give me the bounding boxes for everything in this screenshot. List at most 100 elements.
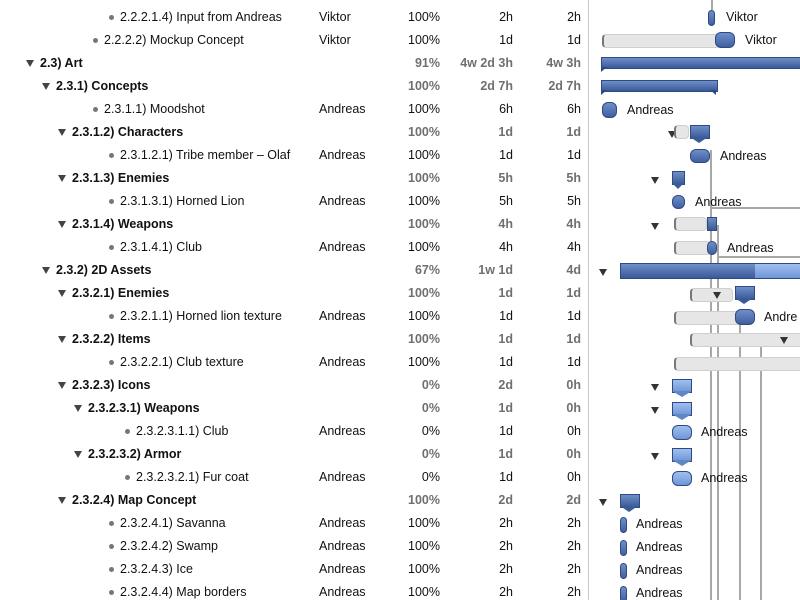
task-duration[interactable]: 1d (566, 125, 581, 139)
task-title[interactable]: 2.3.2.2.1) Club texture (120, 355, 244, 369)
task-completion[interactable]: 100% (408, 79, 440, 93)
task-duration[interactable]: 0h (567, 424, 581, 438)
task-completion[interactable]: 0% (421, 470, 440, 484)
task-completion[interactable]: 100% (408, 355, 440, 369)
task-completion[interactable]: 100% (408, 516, 440, 530)
task-completion[interactable]: 100% (408, 585, 440, 599)
task-work[interactable]: 2h (499, 516, 513, 530)
task-group-row[interactable]: 2.3) Art 91% 4w 2d 3h 4w 3h (0, 52, 588, 75)
task-work[interactable]: 5h (498, 171, 513, 185)
task-duration[interactable]: 0h (566, 378, 581, 392)
task-bar[interactable] (672, 471, 692, 486)
task-duration[interactable]: 4w 3h (546, 56, 581, 70)
task-group-row[interactable]: 2.3.1) Concepts 100% 2d 7h 2d 7h (0, 75, 588, 98)
task-assignee[interactable]: Andreas (319, 539, 366, 553)
task-title[interactable]: 2.3.2.2) Items (72, 332, 151, 346)
disclosure-triangle-icon[interactable] (42, 83, 50, 90)
task-completion[interactable]: 100% (408, 148, 440, 162)
task-duration[interactable]: 0h (566, 447, 581, 461)
task-work[interactable]: 1d (498, 125, 513, 139)
disclosure-triangle-icon[interactable] (74, 405, 82, 412)
task-group-row[interactable]: 2.3.2.3) Icons 0% 2d 0h (0, 374, 588, 397)
task-row[interactable]: 2.3.1.3.1) Horned Lion Andreas 100% 5h 5h (0, 190, 588, 213)
task-completion[interactable]: 0% (421, 424, 440, 438)
task-duration[interactable]: 2d 7h (548, 79, 581, 93)
task-title[interactable]: 2.3.2.1.1) Horned lion texture (120, 309, 282, 323)
pane-divider[interactable] (588, 0, 589, 600)
task-bar[interactable] (672, 195, 685, 209)
task-work[interactable]: 4h (499, 240, 513, 254)
task-duration[interactable]: 2d (566, 493, 581, 507)
task-title[interactable]: 2.3.2.4.2) Swamp (120, 539, 218, 553)
task-row[interactable]: 2.3.1.2.1) Tribe member – Olaf Andreas 100… (0, 144, 588, 167)
task-work[interactable]: 2h (499, 562, 513, 576)
collapse-arrow-icon[interactable] (668, 131, 676, 138)
task-completion[interactable]: 100% (408, 217, 440, 231)
task-title[interactable]: 2.3.1.3.1) Horned Lion (120, 194, 245, 208)
task-assignee[interactable]: Andreas (319, 516, 366, 530)
task-row[interactable]: 2.3.2.3.1.1) Club Andreas 0% 1d 0h (0, 420, 588, 443)
task-group-row[interactable]: 2.3.1.3) Enemies 100% 5h 5h (0, 167, 588, 190)
disclosure-triangle-icon[interactable] (58, 221, 66, 228)
collapse-arrow-icon[interactable] (651, 407, 659, 414)
task-completion[interactable]: 91% (414, 56, 440, 70)
task-group-row[interactable]: 2.3.2.3.1) Weapons 0% 1d 0h (0, 397, 588, 420)
task-work[interactable]: 2d (498, 378, 513, 392)
task-duration[interactable]: 1d (567, 33, 581, 47)
summary-bar[interactable] (707, 217, 717, 231)
task-duration[interactable]: 1d (566, 286, 581, 300)
task-group-row[interactable]: 2.3.2.3.2) Armor 0% 1d 0h (0, 443, 588, 466)
collapse-arrow-icon[interactable] (651, 223, 659, 230)
disclosure-triangle-icon[interactable] (58, 129, 66, 136)
task-assignee[interactable]: Andreas (319, 240, 366, 254)
disclosure-triangle-icon[interactable] (58, 497, 66, 504)
task-completion[interactable]: 100% (408, 33, 440, 47)
task-completion[interactable]: 100% (408, 125, 440, 139)
task-work[interactable]: 4w 2d 3h (460, 56, 513, 70)
task-row[interactable]: 2.3.1.4.1) Club Andreas 100% 4h 4h (0, 236, 588, 259)
task-completion[interactable]: 100% (408, 332, 440, 346)
task-work[interactable]: 1d (499, 309, 513, 323)
collapse-arrow-icon[interactable] (651, 177, 659, 184)
task-title[interactable]: 2.3.2.3.2.1) Fur coat (136, 470, 249, 484)
task-title[interactable]: 2.3.1.3) Enemies (72, 171, 170, 185)
task-title[interactable]: 2.3.2.1) Enemies (72, 286, 170, 300)
task-bar[interactable] (602, 102, 617, 118)
task-group-row[interactable]: 2.3.1.4) Weapons 100% 4h 4h (0, 213, 588, 236)
disclosure-triangle-icon[interactable] (58, 175, 66, 182)
task-work[interactable]: 1d (498, 401, 513, 415)
task-completion[interactable]: 100% (408, 309, 440, 323)
task-title[interactable]: 2.3.2.4.1) Savanna (120, 516, 226, 530)
collapse-arrow-icon[interactable] (599, 269, 607, 276)
task-duration[interactable]: 2h (567, 516, 581, 530)
task-completion[interactable]: 100% (408, 10, 440, 24)
task-title[interactable]: 2.3) Art (40, 56, 83, 70)
task-work[interactable]: 2h (499, 585, 513, 599)
task-bar[interactable] (690, 149, 710, 163)
disclosure-triangle-icon[interactable] (58, 382, 66, 389)
task-bar[interactable] (715, 32, 735, 48)
task-completion[interactable]: 100% (408, 171, 440, 185)
task-completion[interactable]: 0% (421, 401, 440, 415)
task-duration[interactable]: 5h (566, 171, 581, 185)
task-title[interactable]: 2.3.1.4) Weapons (72, 217, 174, 231)
task-assignee[interactable]: Andreas (319, 585, 366, 599)
task-completion[interactable]: 0% (421, 378, 440, 392)
task-row[interactable]: 2.3.2.2.1) Club texture Andreas 100% 1d 1d (0, 351, 588, 374)
disclosure-triangle-icon[interactable] (58, 290, 66, 297)
summary-bar-2d-assets[interactable] (620, 263, 757, 279)
task-completion[interactable]: 67% (414, 263, 440, 277)
task-title[interactable]: 2.3.1.4.1) Club (120, 240, 202, 254)
task-work[interactable]: 1d (499, 148, 513, 162)
task-completion[interactable]: 100% (408, 539, 440, 553)
task-row[interactable]: 2.3.2.4.3) Ice Andreas 100% 2h 2h (0, 558, 588, 581)
task-bar[interactable] (735, 309, 755, 325)
task-work[interactable]: 1d (499, 355, 513, 369)
task-assignee[interactable]: Andreas (319, 102, 366, 116)
task-work[interactable]: 1w 1d (478, 263, 513, 277)
task-duration[interactable]: 1d (567, 355, 581, 369)
task-assignee[interactable]: Viktor (319, 10, 351, 24)
task-duration[interactable]: 0h (566, 401, 581, 415)
task-work[interactable]: 1d (499, 470, 513, 484)
task-row[interactable]: 2.3.2.4.4) Map borders Andreas 100% 2h 2h (0, 581, 588, 600)
